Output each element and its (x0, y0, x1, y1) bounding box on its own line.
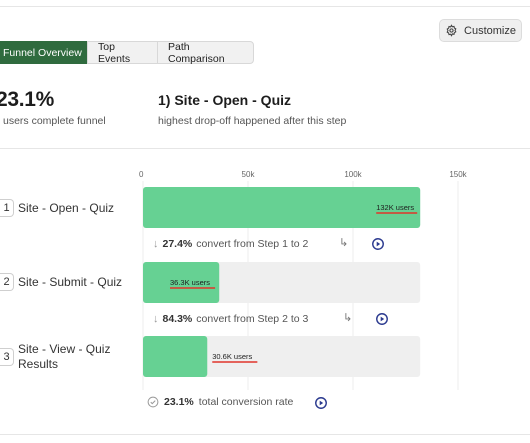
conversion-pct: 84.3% (162, 313, 193, 325)
tab-path-comparison[interactable]: Path Comparison (157, 41, 254, 65)
step-number: 1 (0, 199, 14, 217)
bar (143, 262, 220, 303)
step-number: 3 (0, 348, 14, 366)
play-circle-icon[interactable] (371, 237, 385, 251)
total-text: total conversion rate (198, 396, 294, 408)
tab-funnel-overview[interactable]: Funnel Overview (0, 41, 87, 64)
bar-value-label: 36.3K users (170, 278, 210, 287)
bar (143, 336, 208, 377)
conversion-text: convert from Step 1 to 2 (196, 238, 309, 250)
bar-value-label: 132K users (376, 203, 414, 212)
bottom-divider (0, 434, 530, 435)
branch-arrow-icon[interactable]: ↳ (343, 312, 353, 324)
total-pct: 23.1% (164, 396, 194, 408)
tick-label: 50k (242, 170, 256, 179)
conversion-row: ↓ 27.4% convert from Step 1 to 2 (153, 238, 308, 250)
tab-top-events[interactable]: Top Events (87, 41, 157, 65)
conversion-pct: 27.4% (162, 238, 193, 250)
step-label: Site - Submit - Quiz (18, 275, 123, 289)
section-divider (0, 148, 530, 149)
tick-label: 100k (344, 170, 362, 179)
tick-label: 150k (449, 170, 467, 179)
drop-off-caption: highest drop-off happened after this ste… (158, 115, 347, 127)
customize-label: Customize (464, 24, 516, 37)
completion-caption: users complete funnel (3, 115, 106, 127)
bar-value-label: 30.6K users (212, 352, 252, 361)
play-circle-icon[interactable] (314, 396, 328, 410)
step-label: Site - Open - Quiz (18, 201, 115, 215)
branch-arrow-icon[interactable]: ↳ (339, 237, 349, 249)
tab-bar: Funnel Overview Top Events Path Comparis… (0, 41, 254, 65)
tick-label: 0 (139, 170, 144, 179)
arrow-down-icon: ↓ (153, 313, 159, 325)
step-label: Site - View - Quiz Results (18, 342, 111, 371)
play-circle-icon[interactable] (375, 312, 389, 326)
completion-rate: 23.1% (0, 88, 55, 111)
step-number: 2 (0, 273, 14, 291)
conversion-row: ↓ 84.3% convert from Step 2 to 3 (153, 313, 308, 325)
check-circle-icon (147, 396, 159, 408)
drop-off-step: 1) Site - Open - Quiz (158, 92, 292, 108)
arrow-down-icon: ↓ (153, 238, 159, 250)
top-divider (0, 6, 530, 7)
conversion-text: convert from Step 2 to 3 (196, 313, 309, 325)
bar-track (143, 336, 421, 377)
gear-icon (446, 24, 457, 37)
total-conversion: 23.1% total conversion rate (147, 396, 293, 408)
bar (143, 187, 421, 228)
customize-button[interactable]: Customize (439, 19, 522, 42)
